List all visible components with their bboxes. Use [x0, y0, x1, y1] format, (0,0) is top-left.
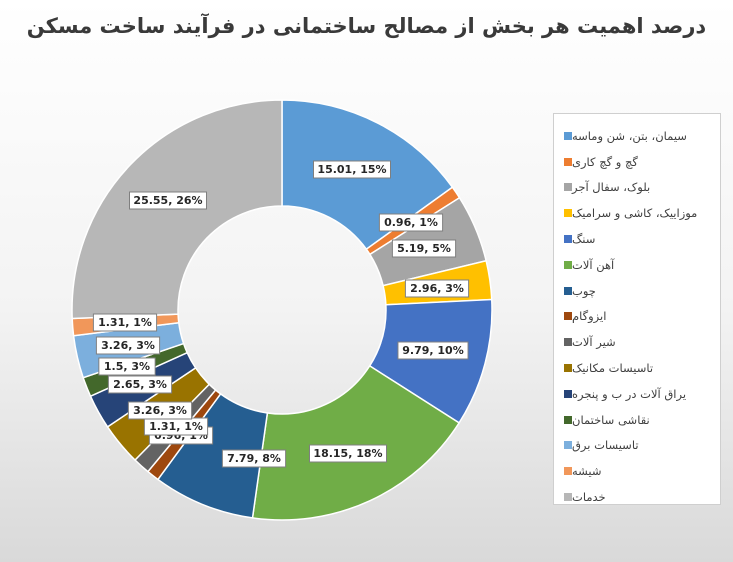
svg-text:0.96, 1%: 0.96, 1%: [384, 216, 438, 229]
legend-swatch: [564, 286, 572, 295]
legend-swatch: [564, 209, 572, 218]
legend-label: شیشه: [572, 464, 602, 479]
legend-label: یراق آلات در ب و پنجره: [572, 386, 687, 401]
data-label-13: 3.26, 3%: [95, 336, 161, 355]
data-label-9: 1.31, 1%: [143, 417, 209, 436]
legend-swatch: [564, 312, 572, 321]
svg-text:1.31, 1%: 1.31, 1%: [98, 316, 152, 329]
data-label-6: 18.15, 18%: [309, 444, 387, 463]
svg-text:1.5, 3%: 1.5, 3%: [104, 360, 150, 373]
legend-label: تاسیسات مکانیک: [572, 361, 654, 376]
svg-text:1.31, 1%: 1.31, 1%: [149, 420, 203, 433]
legend-swatch: [564, 183, 572, 192]
legend: سیمان، بتن، شن وماسه گچ و گچ کاری بلوک، سف…: [553, 113, 721, 505]
svg-text:9.79, 10%: 9.79, 10%: [402, 344, 463, 357]
data-label-7: 7.79, 8%: [221, 449, 287, 468]
legend-swatch: [564, 493, 572, 502]
legend-label: شیر آلات: [572, 335, 616, 350]
legend-label: گچ و گچ کاری: [572, 154, 638, 169]
legend-swatch: [564, 131, 572, 140]
legend-item: تاسیسات مکانیک: [558, 355, 712, 381]
legend-item: سنگ: [558, 226, 712, 252]
data-label-3: 5.19, 5%: [391, 239, 457, 258]
legend-label: ایزوگام: [572, 309, 607, 324]
legend-swatch: [564, 235, 572, 244]
legend-label: سیمان، بتن، شن وماسه: [572, 128, 687, 143]
slice-6: [251, 364, 461, 521]
legend-label: نقاشی ساختمان: [572, 412, 650, 427]
chart-title: درصد اهمیت هر بخش از مصالح ساختمانی در ف…: [26, 14, 707, 38]
legend-item: چوب: [558, 278, 712, 304]
data-label-10: 3.26, 3%: [127, 401, 193, 420]
data-label-12: 1.5, 3%: [98, 357, 156, 376]
legend-item: شیشه: [558, 458, 712, 484]
svg-text:15.01, 15%: 15.01, 15%: [317, 163, 386, 176]
legend-swatch: [564, 157, 572, 166]
legend-label: موزاییک، کاشی و سرامیک: [572, 206, 698, 221]
legend-item: تاسیسات برق: [558, 433, 712, 459]
svg-text:3.26, 3%: 3.26, 3%: [101, 339, 155, 352]
data-label-2: 0.96, 1%: [378, 213, 444, 232]
data-label-1: 15.01, 15%: [313, 160, 391, 179]
svg-text:25.55, 26%: 25.55, 26%: [133, 194, 202, 207]
svg-text:3.26, 3%: 3.26, 3%: [133, 404, 187, 417]
legend-label: چوب: [572, 283, 596, 298]
labels-layer: 15.01, 15% 0.96, 1% 5.19, 5% 2.96, 3% 9.79, …: [92, 160, 470, 468]
legend-item: موزاییک، کاشی و سرامیک: [558, 200, 712, 226]
legend-swatch: [564, 415, 572, 424]
legend-item: گچ و گچ کاری: [558, 149, 712, 175]
data-label-15: 25.55, 26%: [129, 191, 207, 210]
data-label-5: 9.79, 10%: [397, 341, 469, 360]
legend-item: ایزوگام: [558, 304, 712, 330]
data-label-14: 1.31, 1%: [92, 313, 158, 332]
legend-item: خدمات: [558, 484, 712, 510]
legend-swatch: [564, 389, 572, 398]
legend-swatch: [564, 364, 572, 373]
data-label-4: 2.96, 3%: [404, 279, 470, 298]
svg-text:7.79, 8%: 7.79, 8%: [227, 452, 281, 465]
legend-item: نقاشی ساختمان: [558, 407, 712, 433]
svg-text:2.65, 3%: 2.65, 3%: [113, 378, 167, 391]
legend-item: آهن آلات: [558, 252, 712, 278]
legend-swatch: [564, 467, 572, 476]
svg-text:2.96, 3%: 2.96, 3%: [410, 282, 464, 295]
legend-item: شیر آلات: [558, 329, 712, 355]
legend-label: سنگ: [572, 232, 596, 247]
legend-swatch: [564, 260, 572, 269]
legend-label: آهن آلات: [572, 257, 615, 272]
legend-label: تاسیسات برق: [572, 438, 639, 453]
legend-item: بلوک، سفال آجر: [558, 175, 712, 201]
legend-label: بلوک، سفال آجر: [572, 180, 651, 195]
svg-text:18.15, 18%: 18.15, 18%: [313, 447, 382, 460]
data-label-11: 2.65, 3%: [107, 375, 173, 394]
legend-item: سیمان، بتن، شن وماسه: [558, 123, 712, 149]
legend-item: یراق آلات در ب و پنجره: [558, 381, 712, 407]
legend-swatch: [564, 441, 572, 450]
legend-swatch: [564, 338, 572, 347]
svg-text:5.19, 5%: 5.19, 5%: [397, 242, 451, 255]
legend-label: خدمات: [572, 490, 606, 505]
